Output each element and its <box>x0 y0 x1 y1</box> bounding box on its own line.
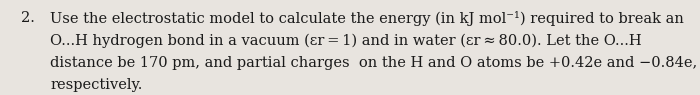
Text: distance be 170 pm, and partial charges  on the H and O atoms be +0.42e and −0.8: distance be 170 pm, and partial charges … <box>50 56 698 70</box>
Text: respectively.: respectively. <box>50 78 143 92</box>
Text: 2.: 2. <box>21 11 35 25</box>
Text: O...H hydrogen bond in a vacuum (εr = 1) and in water (εr ≈ 80.0). Let the O...H: O...H hydrogen bond in a vacuum (εr = 1)… <box>50 34 642 48</box>
Text: Use the electrostatic model to calculate the energy (in kJ mol⁻¹) required to br: Use the electrostatic model to calculate… <box>50 11 685 26</box>
